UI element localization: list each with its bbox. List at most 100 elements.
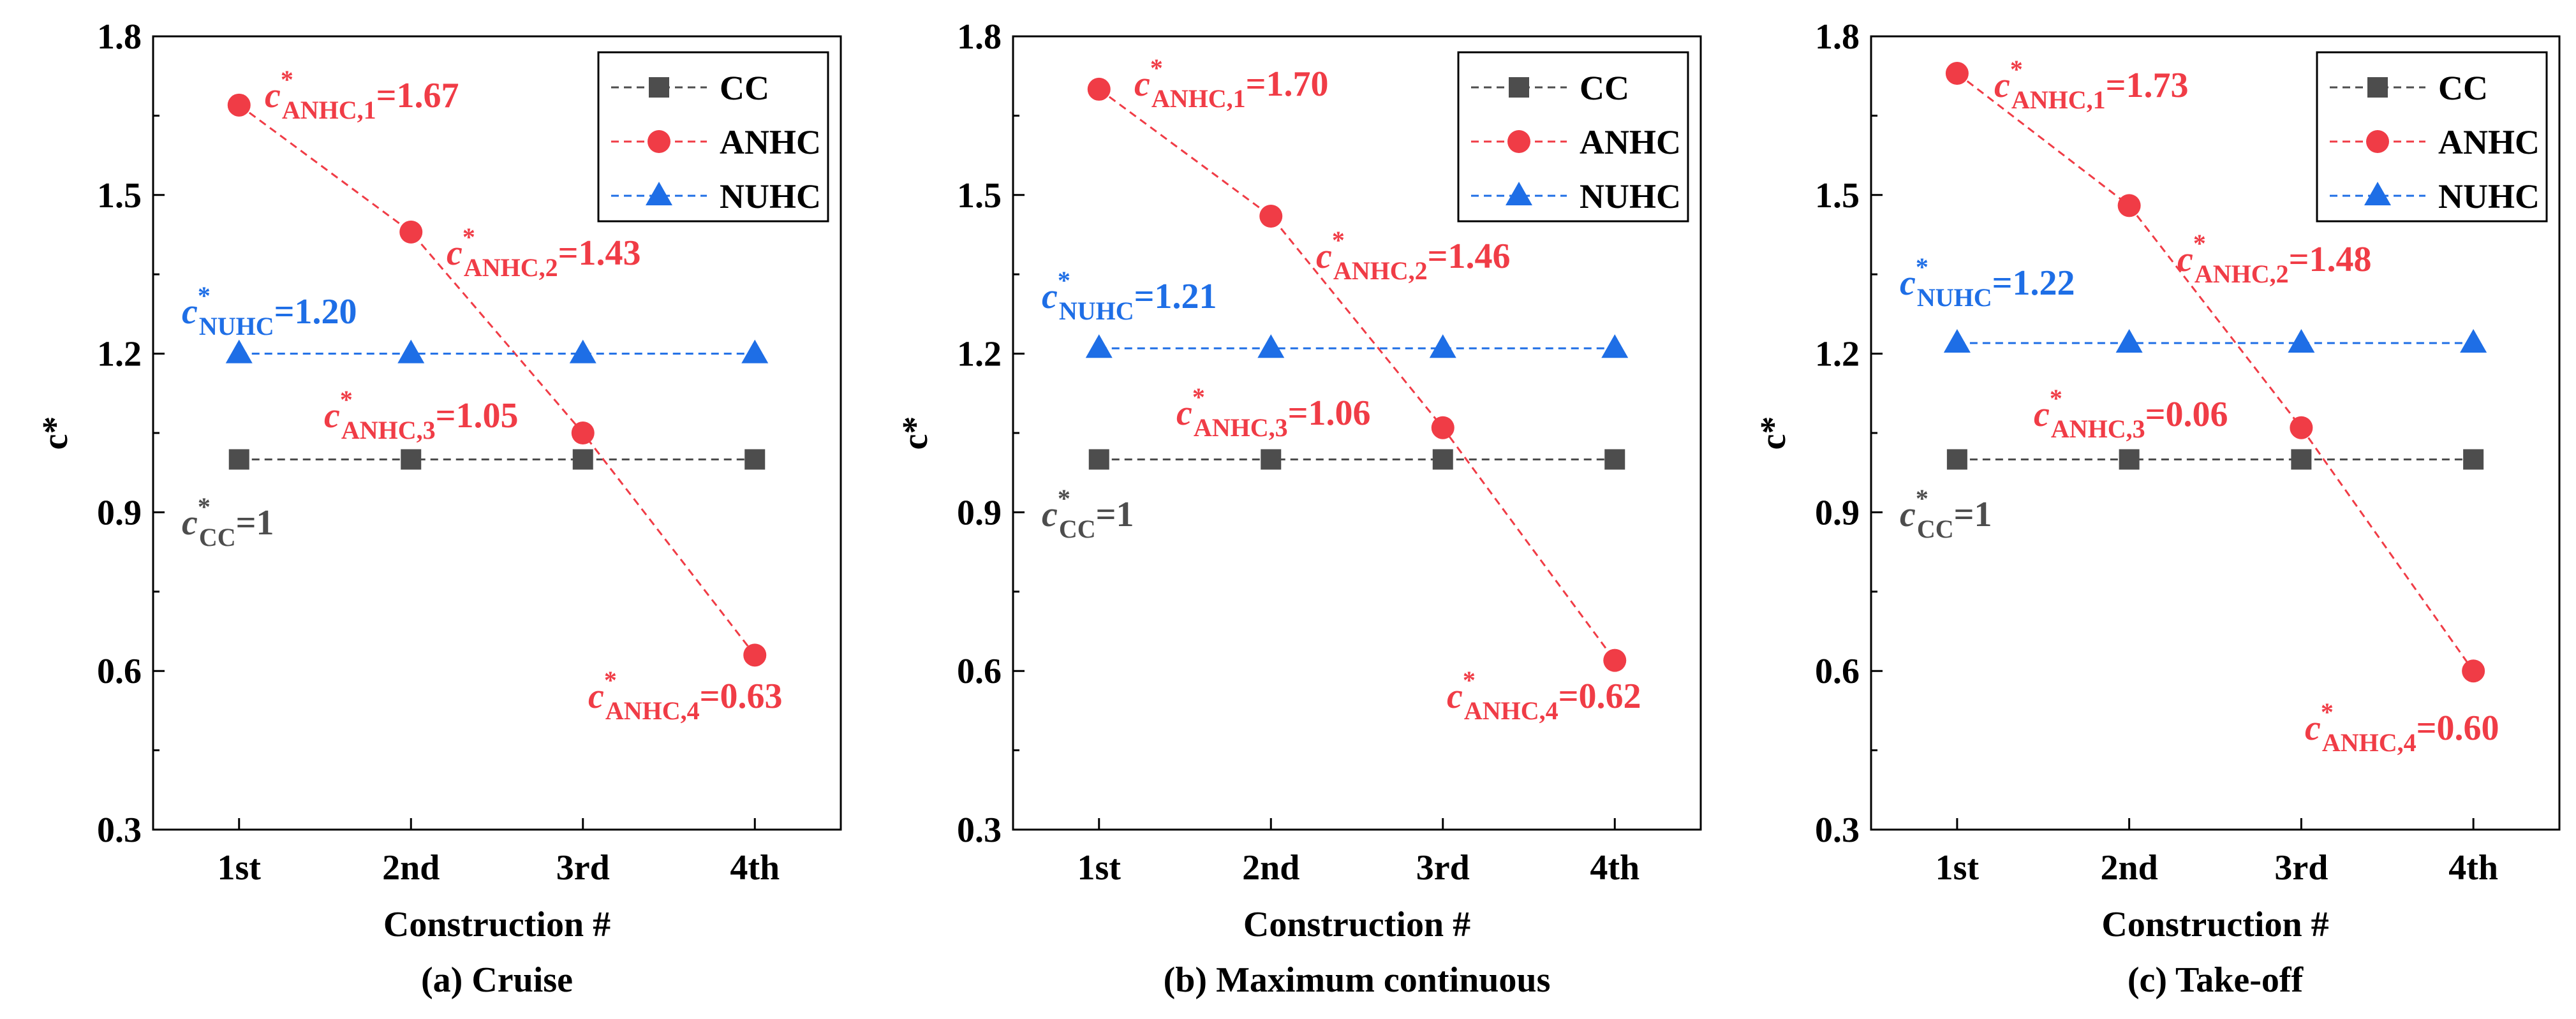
- annotation-sub: NUHC: [199, 312, 274, 341]
- annotation-sup: *: [1916, 253, 1928, 281]
- data-point-cc: [2291, 449, 2312, 470]
- panel-caption: (a) Cruise: [421, 960, 573, 1000]
- legend-box: [2316, 51, 2548, 223]
- annotation-sub: ANHC,1: [1151, 84, 1246, 113]
- data-point-anhc: [743, 643, 767, 667]
- annotation-sup: *: [2010, 55, 2023, 84]
- chart-panel-2: 0.3 0.6 0.9 1.2 1.5 1.8 1st 2nd 3rd 4th Constructi…: [896, 17, 1702, 1000]
- legend-marker-anhc: [2366, 130, 2389, 153]
- annotation-sup: *: [2193, 229, 2206, 258]
- annotation-anhc-3: c* ANHC,3=1.05: [324, 385, 519, 444]
- x-tick-label: 4th: [1590, 848, 1640, 888]
- annotation-sup: *: [463, 223, 475, 251]
- annotation-symbol: c: [1176, 393, 1192, 433]
- annotation-value: =1: [1954, 495, 1992, 534]
- annotation-value: =1.73: [2106, 66, 2189, 105]
- annotation-value: =1: [236, 503, 274, 543]
- annotation-symbol: c: [588, 677, 604, 716]
- legend-label-cc: CC: [1580, 69, 1629, 107]
- legend-box: [597, 51, 829, 223]
- annotation-sub: ANHC,3: [341, 416, 436, 444]
- y-axis-label: c*: [896, 416, 935, 450]
- annotation-value: =1.48: [2289, 240, 2372, 279]
- annotation-anhc-3: c* ANHC,3=1.06: [1176, 383, 1371, 442]
- y-tick-label: 0.3: [1815, 810, 1860, 850]
- annotation-symbol: c: [1134, 64, 1150, 104]
- annotation-sub: ANHC,2: [2195, 260, 2289, 288]
- data-point-cc: [401, 449, 422, 470]
- annotation-sup: *: [1058, 484, 1070, 513]
- x-axis-label: Construction #: [2101, 905, 2328, 944]
- data-point-anhc: [2290, 416, 2313, 439]
- annotation-symbol: c: [1042, 277, 1058, 316]
- legend: CC ANHC NUHC: [1457, 51, 1689, 223]
- data-point-anhc: [1259, 204, 1283, 228]
- annotation-sub: ANHC,4: [605, 696, 700, 725]
- annotation-value: =1.05: [436, 396, 519, 436]
- annotation-sub: ANHC,4: [2322, 728, 2417, 757]
- annotation-sub: CC: [199, 523, 236, 552]
- y-tick-label: 0.3: [97, 810, 142, 850]
- annotation-symbol: c: [265, 76, 281, 115]
- data-point-anhc: [1087, 77, 1111, 101]
- legend-label-nuhc: NUHC: [720, 177, 821, 216]
- y-tick-label: 1.2: [957, 335, 1002, 374]
- data-point-nuhc: [1429, 334, 1456, 358]
- annotation-anhc-4: c* ANHC,4=0.62: [1447, 666, 1641, 725]
- data-point-nuhc: [1943, 329, 1971, 353]
- annotation-sup: *: [604, 666, 617, 694]
- y-tick-label: 0.9: [957, 493, 1002, 532]
- annotation-value: =0.63: [700, 677, 783, 716]
- annotation-symbol: c: [1447, 677, 1463, 716]
- x-axis-label: Construction #: [383, 905, 611, 944]
- annotation-value: =0.60: [2417, 708, 2499, 748]
- data-point-anhc: [227, 93, 251, 117]
- annotation-sup: *: [1916, 484, 1928, 513]
- legend-label-nuhc: NUHC: [1580, 177, 1681, 216]
- annotation-symbol: c: [447, 233, 463, 273]
- annotation-sub: CC: [1059, 515, 1096, 543]
- data-point-nuhc: [1257, 334, 1285, 358]
- data-point-nuhc: [2288, 329, 2315, 353]
- annotation-value: =0.62: [1558, 677, 1641, 716]
- y-tick-label: 1.8: [97, 17, 142, 57]
- annotation-anhc-2: c* ANHC,2=1.48: [2177, 229, 2372, 288]
- annotation-symbol: c: [1042, 495, 1058, 534]
- y-tick-label: 1.5: [957, 176, 1002, 216]
- annotation-sub: ANHC,4: [1464, 696, 1558, 725]
- legend: CC ANHC NUHC: [2316, 51, 2548, 223]
- annotation-symbol: c: [2034, 395, 2050, 434]
- annotation-sup: *: [1150, 54, 1163, 82]
- annotation-sub: ANHC,1: [2011, 85, 2106, 114]
- annotation-value: =1.06: [1288, 393, 1371, 433]
- annotation-sup: *: [198, 281, 211, 310]
- annotation-value: =1.21: [1134, 277, 1217, 316]
- x-tick-label: 2nd: [2100, 848, 2158, 888]
- annotation-anhc-4: c* ANHC,4=0.63: [588, 666, 783, 725]
- annotation-symbol: c: [1900, 263, 1916, 303]
- legend-label-cc: CC: [720, 69, 769, 107]
- x-tick-label: 4th: [730, 848, 780, 888]
- series-line-anhc: [238, 104, 756, 656]
- annotation-sup: *: [1058, 266, 1070, 295]
- annotation-sup: *: [1192, 383, 1205, 411]
- legend-marker-cc: [2367, 77, 2388, 98]
- annotation-sub: ANHC,2: [1333, 256, 1428, 285]
- x-tick-label: 1st: [1077, 848, 1121, 888]
- x-tick-label: 2nd: [1242, 848, 1299, 888]
- annotation-sub: ANHC,3: [2051, 414, 2145, 443]
- legend-marker-nuhc: [646, 182, 672, 205]
- data-point-anhc: [1431, 416, 1455, 439]
- data-point-anhc: [1603, 649, 1627, 672]
- legend-marker-anhc: [648, 130, 670, 153]
- annotation-sup: *: [1332, 226, 1345, 254]
- y-tick-label: 0.3: [957, 810, 1002, 850]
- y-axis-label: c*: [36, 416, 75, 450]
- annotation-value: =1.70: [1246, 64, 1329, 104]
- annotation-value: =1.46: [1428, 237, 1511, 276]
- y-tick-label: 1.8: [1815, 17, 1860, 57]
- x-tick-label: 4th: [2448, 848, 2498, 888]
- data-point-nuhc: [2460, 329, 2487, 353]
- annotation-symbol: c: [182, 503, 198, 543]
- data-point-cc: [2463, 449, 2484, 470]
